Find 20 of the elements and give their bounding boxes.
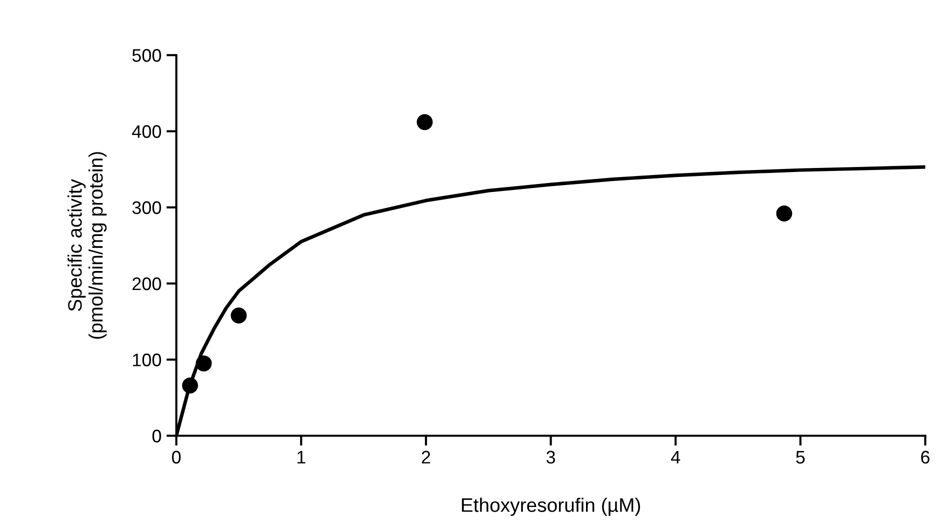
x-tick-label: 5 <box>796 450 805 464</box>
x-tick-label: 3 <box>546 450 556 464</box>
point <box>196 355 212 372</box>
x-tick-label: 4 <box>671 450 680 464</box>
y-tick-label: 200 <box>132 277 162 290</box>
y-tick-label: 100 <box>133 354 162 366</box>
x-tick-label: 1 <box>298 450 306 464</box>
point <box>416 114 433 130</box>
x-axis-title: Ethoxyresorufin (µM) <box>462 498 640 516</box>
y-tick-label: 300 <box>132 201 162 214</box>
point <box>182 378 198 394</box>
y-tick-label: 0 <box>152 430 162 442</box>
x-tick-label: 0 <box>172 450 181 464</box>
point <box>776 205 792 222</box>
x-tick-label: 2 <box>422 450 430 464</box>
point <box>230 307 247 324</box>
y-tick-label: 500 <box>132 49 162 62</box>
x-tick-label: 6 <box>921 450 930 464</box>
y-tick-label: 400 <box>132 125 162 138</box>
y-axis-title: Specific activity (pmol/min/mg protein) <box>68 152 107 339</box>
